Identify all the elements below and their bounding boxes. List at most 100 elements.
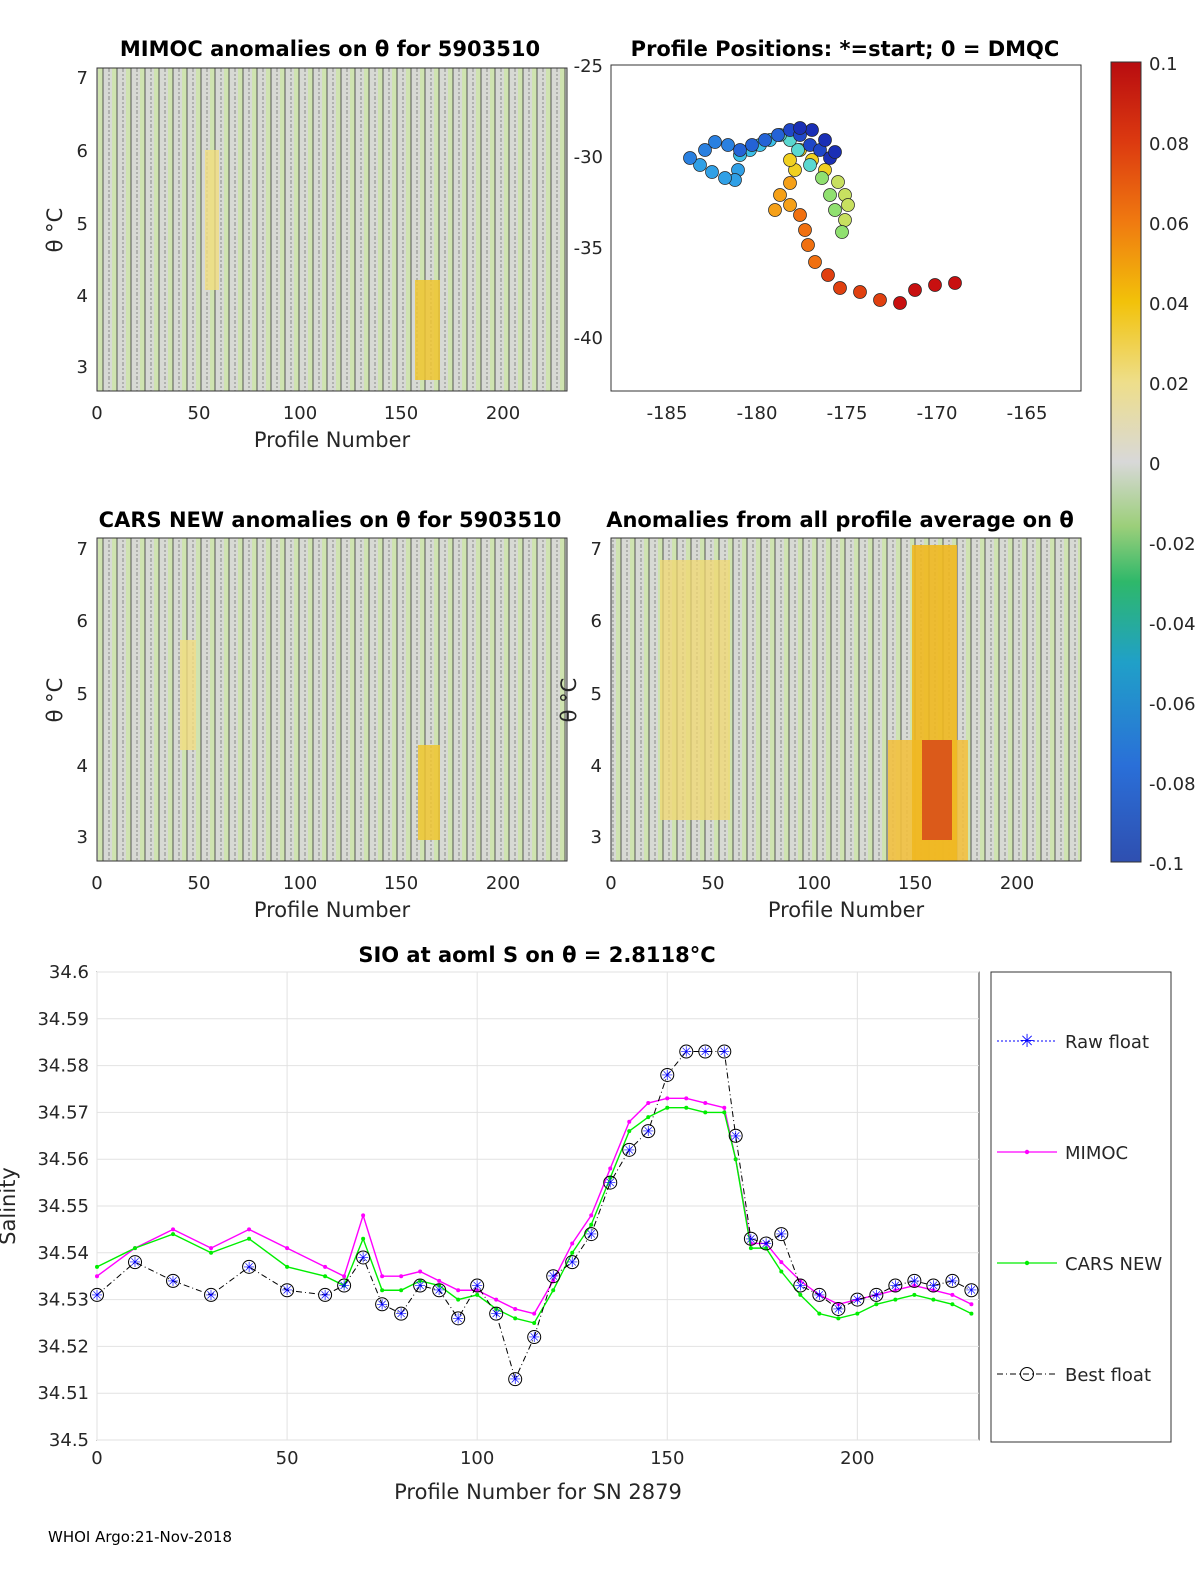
- cars-ytick: 5: [77, 684, 88, 705]
- track-point: [773, 188, 787, 202]
- track-point: [793, 121, 807, 135]
- mimoc-point: [418, 1269, 423, 1274]
- mimoc-ytick: 5: [77, 214, 88, 235]
- mimoc-point: [722, 1105, 727, 1110]
- mimoc-point: [627, 1119, 632, 1124]
- track-point: [908, 283, 922, 297]
- cars-point: [950, 1302, 955, 1307]
- mimoc-point: [171, 1227, 176, 1232]
- avg-ytick: 7: [591, 539, 602, 560]
- track-point: [841, 198, 855, 212]
- cars-xtick: 200: [486, 873, 520, 894]
- footer-credit: WHOI Argo:21-Nov-2018: [48, 1528, 232, 1546]
- best-float-point: [774, 1227, 789, 1242]
- mimoc-point: [513, 1306, 518, 1311]
- colorbar-tick: 0: [1149, 454, 1160, 475]
- raw-float-point: ✳: [775, 1227, 787, 1243]
- cars-point: [817, 1311, 822, 1316]
- best-float-point: [812, 1287, 827, 1302]
- mimoc-point: [380, 1274, 385, 1279]
- mimoc-ytick: 3: [77, 357, 88, 378]
- cars-point: [722, 1110, 727, 1115]
- salinity-ytick: 34.54: [37, 1243, 89, 1264]
- avg-xtick: 0: [605, 873, 616, 894]
- salinity-chart-title: SIO at aoml S on θ = 2.8118°C: [358, 943, 715, 967]
- salinity-ytick: 34.5: [49, 1430, 89, 1451]
- track-point: [803, 158, 817, 172]
- mimoc-point: [285, 1246, 290, 1251]
- cars-point: [798, 1292, 803, 1297]
- salinity-xtick: 50: [276, 1448, 299, 1469]
- mimoc-point: [589, 1213, 594, 1218]
- mimoc-point: [532, 1311, 537, 1316]
- raw-float-point: ✳: [889, 1279, 901, 1295]
- raw-float-point: ✳: [966, 1283, 978, 1299]
- cars-point: [399, 1288, 404, 1293]
- colorbar: 0.1 0.08 0.06 0.04 0.02 0 -0.02 -0.04 -0…: [1110, 54, 1196, 875]
- best-float-point: [641, 1124, 656, 1139]
- colorbar-tick: 0.02: [1149, 374, 1189, 395]
- mimoc-point: [247, 1227, 252, 1232]
- cars-anomaly-panel: CARS NEW anomalies on θ for 5903510 7 6 …: [43, 508, 568, 922]
- raw-float-point: ✳: [909, 1274, 921, 1290]
- map-xtick: -180: [737, 403, 778, 424]
- legend-mimoc: MIMOC: [997, 1143, 1128, 1164]
- mimoc-point: [703, 1101, 708, 1106]
- best-float-point: [166, 1273, 181, 1288]
- raw-float-point: ✳: [395, 1307, 407, 1323]
- avg-xtick: 200: [1000, 873, 1034, 894]
- colorbar-tick: 0.06: [1149, 214, 1189, 235]
- mimoc-ylabel: θ °C: [43, 208, 67, 253]
- track-point: [818, 133, 832, 147]
- cars-point: [665, 1105, 670, 1110]
- cars-warm-anomaly-2: [180, 640, 196, 750]
- cars-point: [627, 1129, 632, 1134]
- mimoc-point: [475, 1288, 480, 1293]
- colorbar-tick: 0.04: [1149, 294, 1189, 315]
- track-point: [705, 165, 719, 179]
- best-float-point: [565, 1255, 580, 1270]
- mimoc-point: [494, 1297, 499, 1302]
- mimoc-point: [931, 1288, 936, 1293]
- cars-warm-anomaly: [418, 745, 440, 840]
- track-point: [928, 278, 942, 292]
- raw-float-point: ✳: [528, 1330, 540, 1346]
- salinity-xticks: 0 50 100 150 200: [91, 1448, 874, 1469]
- best-float-point: [622, 1142, 637, 1157]
- raw-float-point: ✳: [832, 1302, 844, 1318]
- best-float-point: [660, 1067, 675, 1082]
- cars-point: [551, 1288, 556, 1293]
- mimoc-point: [456, 1288, 461, 1293]
- cars-point: [171, 1232, 176, 1237]
- cars-point: [437, 1283, 442, 1288]
- cars-point: [285, 1264, 290, 1269]
- best-float-point: [318, 1287, 333, 1302]
- best-float-point: [242, 1259, 257, 1274]
- mimoc-warm-anomaly: [415, 280, 440, 380]
- track-point: [948, 276, 962, 290]
- salinity-legend: ✳ Raw float MIMOC CARS NEW Best float: [990, 971, 1172, 1443]
- track-point: [828, 203, 842, 217]
- cars-point: [893, 1297, 898, 1302]
- mimoc-point: [608, 1166, 613, 1171]
- legend-best-label: Best float: [1065, 1365, 1151, 1386]
- best-float-point: [584, 1227, 599, 1242]
- mimoc-xticks: 0 50 100 150 200: [91, 403, 520, 424]
- cars-point: [646, 1115, 651, 1120]
- avg-panel-title: Anomalies from all profile average on θ: [606, 508, 1074, 532]
- cars-anomaly-field: [97, 538, 567, 861]
- track-point: [791, 143, 805, 157]
- legend-mimoc-label: MIMOC: [1065, 1143, 1128, 1164]
- track-point: [835, 225, 849, 239]
- cars-point: [748, 1246, 753, 1251]
- best-float-point: [907, 1273, 922, 1288]
- mimoc-point: [665, 1096, 670, 1101]
- raw-float-point: ✳: [433, 1283, 445, 1299]
- cars-line: [96, 1107, 972, 1324]
- mimoc-point: [95, 1274, 99, 1279]
- cars-point: [969, 1311, 974, 1316]
- map-ytick: -35: [574, 238, 603, 259]
- mimoc-ytick: 7: [77, 68, 88, 89]
- cars-xtick: 50: [188, 873, 211, 894]
- mimoc-point: [551, 1278, 556, 1283]
